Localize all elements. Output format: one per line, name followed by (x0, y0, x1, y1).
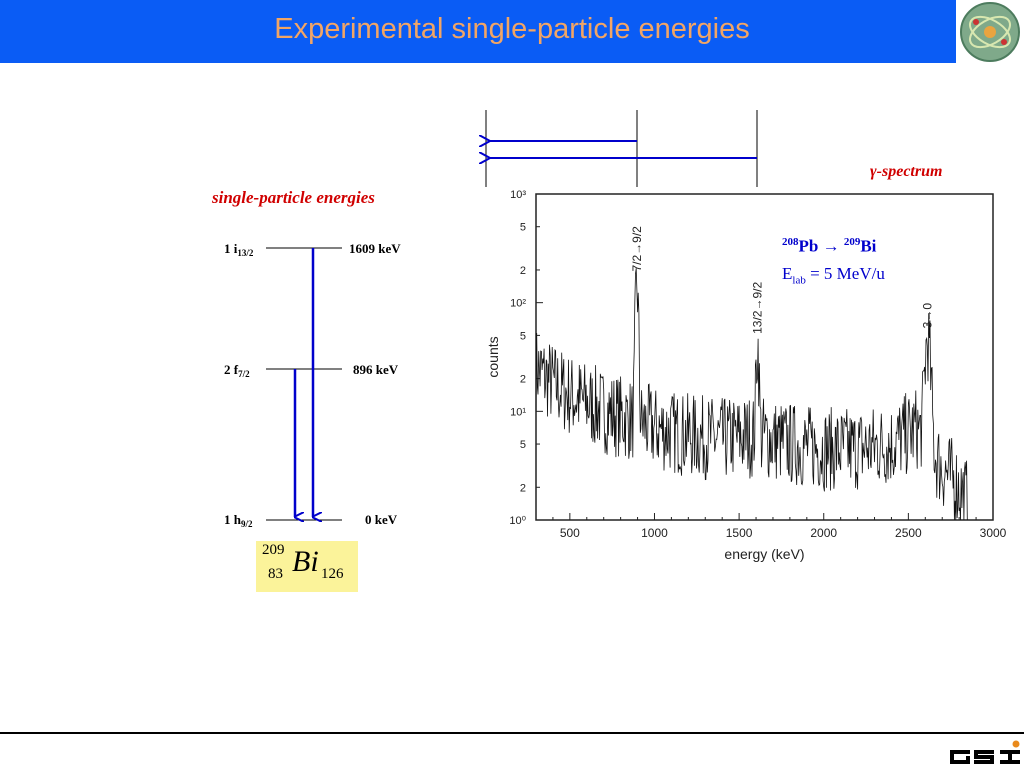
x-tick-label: 3000 (980, 526, 1007, 540)
y-tick-label: 10³ (510, 189, 526, 201)
x-tick-label: 2500 (895, 526, 922, 540)
level-energy-h9: 0 keV (365, 512, 398, 527)
gamma-spectrum-chart: 500 1000 1500 2000 2500 3000 10⁰ 10¹ 10² 10³ 2 5 2 5 2… (485, 189, 1007, 562)
x-axis-label: energy (keV) (724, 546, 804, 562)
y-minor-label: 5 (520, 330, 526, 342)
level-label-h9: 1 h9/2 (224, 512, 253, 529)
gsi-atom-logo-icon (956, 0, 1024, 64)
peak-label: 3→0 (921, 303, 935, 329)
gamma-spectrum-label: γ-spectrum (870, 163, 943, 180)
reaction-annotation: 208Pb → 209Bi Elab = 5 MeV/u (782, 229, 885, 294)
gsi-logo-icon (950, 740, 1020, 764)
beam-energy: Elab = 5 MeV/u (782, 263, 885, 287)
x-tick-label: 500 (560, 526, 580, 540)
x-tick-label: 1500 (726, 526, 753, 540)
y-tick-label: 10² (510, 298, 526, 310)
footer-divider (0, 732, 1024, 734)
page-title: Experimental single-particle energies (274, 13, 750, 45)
peak-label: 13/2→9/2 (751, 282, 765, 334)
scheme-heading: single-particle energies (212, 188, 375, 207)
plot-frame (535, 193, 994, 521)
x-tick-label: 2000 (810, 526, 837, 540)
atomic-number: 83 (268, 566, 283, 582)
title-bar (0, 0, 958, 63)
nucleus-box: 209 83 Bi 126 (256, 541, 358, 592)
y-tick-label: 10⁰ (509, 515, 526, 527)
level-label-f7: 2 f7/2 (224, 362, 250, 379)
y-minor-label: 5 (520, 222, 526, 234)
spectrum-trace (535, 268, 968, 521)
y-axis-label: counts (485, 336, 501, 377)
y-minor-label: 2 (520, 482, 526, 494)
reaction-equation: 208Pb → 209Bi (782, 236, 877, 256)
y-tick-label: 10¹ (510, 406, 526, 418)
element-symbol: Bi (292, 545, 319, 578)
peak-label: 7/2→9/2 (630, 226, 644, 272)
level-label-i13: 1 i13/2 (224, 241, 254, 258)
neutron-number: 126 (321, 566, 344, 582)
y-minor-label: 2 (520, 265, 526, 277)
level-energy-i13: 1609 keV (349, 241, 401, 256)
mass-number: 209 (262, 542, 285, 558)
level-energy-f7: 896 keV (353, 362, 399, 377)
x-tick-label: 1000 (641, 526, 668, 540)
y-minor-label: 2 (520, 374, 526, 386)
y-minor-label: 5 (520, 439, 526, 451)
